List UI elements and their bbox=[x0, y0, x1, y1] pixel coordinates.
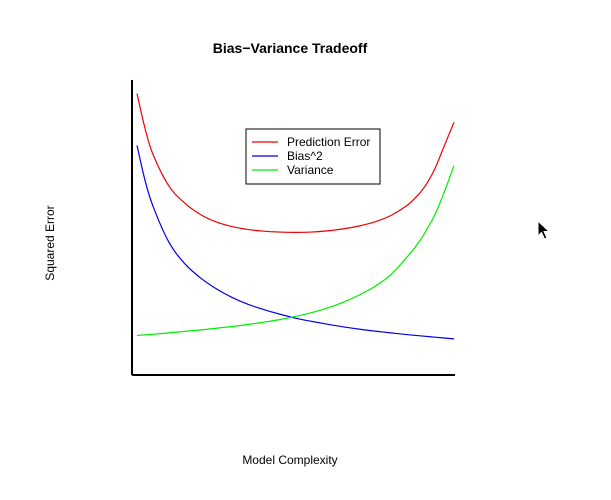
series-line-bias-2 bbox=[136, 145, 455, 340]
x-axis-label: Model Complexity bbox=[242, 453, 337, 467]
series-group bbox=[136, 93, 455, 340]
legend-item: Variance bbox=[252, 163, 334, 177]
series-line-variance bbox=[136, 165, 455, 337]
y-axis-label: Squared Error bbox=[43, 205, 57, 280]
chart-title: Bias−Variance Tradeoff bbox=[213, 40, 368, 56]
legend-label: Bias^2 bbox=[287, 149, 323, 163]
legend-item: Prediction Error bbox=[252, 135, 370, 149]
plot-area bbox=[131, 80, 455, 376]
mouse-pointer-icon bbox=[537, 220, 551, 240]
series-line-prediction-error bbox=[136, 93, 455, 233]
legend-label: Variance bbox=[287, 163, 334, 177]
legend-label: Prediction Error bbox=[287, 135, 370, 149]
legend-item: Bias^2 bbox=[252, 149, 323, 163]
